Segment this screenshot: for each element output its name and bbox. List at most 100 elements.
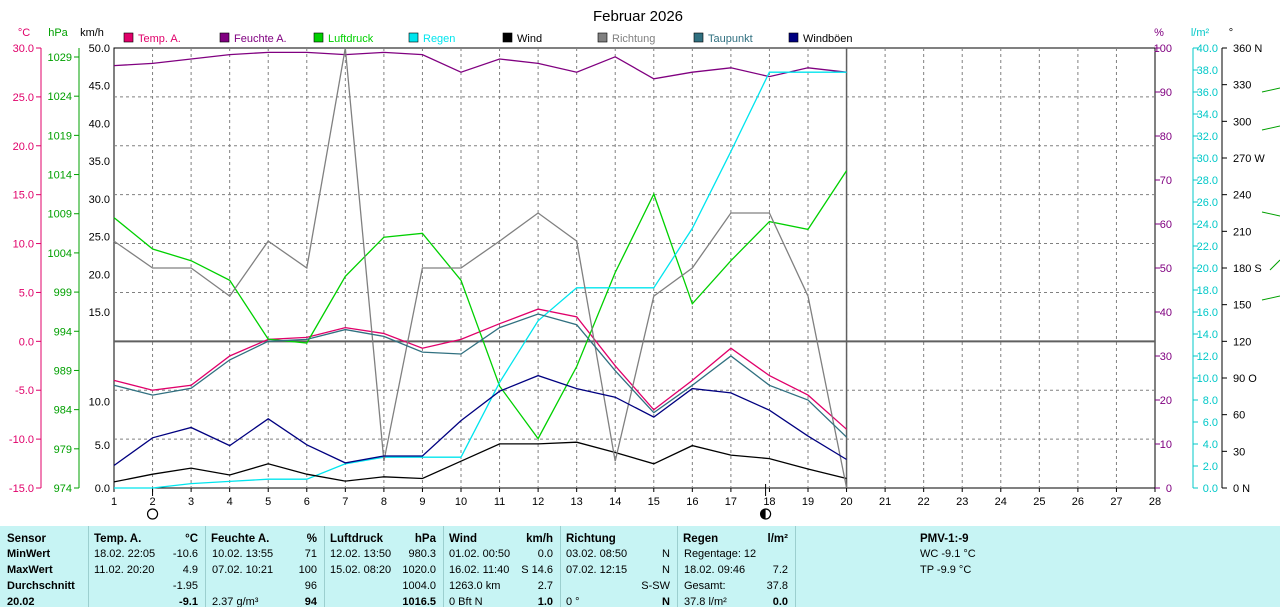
- humidity-time: 2.37 g/m³: [212, 596, 259, 607]
- x-tick-label: 18: [763, 496, 775, 508]
- direction-tick-label: 120: [1233, 336, 1251, 348]
- pressure-tick-label: 1019: [48, 130, 72, 142]
- temp-tick-label: 30.0: [13, 43, 34, 55]
- x-tick-label: 2: [149, 496, 155, 508]
- x-tick-label: 22: [918, 496, 930, 508]
- series-line-feuchte-a-: [113, 51, 847, 80]
- header-sensor: Sensor: [7, 533, 46, 545]
- series-line-richtung: [113, 47, 848, 489]
- wind-value: 0.0: [537, 548, 553, 560]
- x-tick-label: 23: [956, 496, 968, 508]
- temp-tick-label: -5.0: [15, 385, 34, 397]
- legend-swatch: [597, 32, 608, 43]
- legend-swatch: [123, 32, 134, 43]
- rain-tick-label: 0.0: [1203, 483, 1218, 495]
- rain-tick-label: 28.0: [1197, 175, 1218, 187]
- legend-swatch: [693, 32, 704, 43]
- rain-tick-label: 4.0: [1203, 439, 1218, 451]
- legend-label: Temp. A.: [138, 33, 181, 45]
- temp-value: 4.9: [182, 564, 198, 576]
- direction-tick-label: 150: [1233, 300, 1251, 312]
- series-line-luftdruck: [113, 170, 848, 440]
- temp-value: -9.1: [179, 596, 198, 607]
- humidity-value: 100: [298, 564, 317, 576]
- direction-tick-label: 240: [1233, 190, 1251, 202]
- trend-mark: [1261, 211, 1280, 217]
- rain-tick-label: 8.0: [1203, 395, 1218, 407]
- rain-value: 0.0: [772, 596, 788, 607]
- x-tick-label: 27: [1110, 496, 1122, 508]
- x-tick-label: 24: [995, 496, 1007, 508]
- temp-time: 18.02. 22:05: [94, 548, 156, 560]
- x-tick-label: 12: [532, 496, 544, 508]
- direction-value: N: [662, 564, 670, 576]
- humidity-tick-label: 0: [1166, 483, 1172, 495]
- temp-value: -10.6: [172, 548, 198, 560]
- header-temp-unit: °C: [185, 533, 198, 545]
- rain-tick-label: 22.0: [1197, 241, 1218, 253]
- wind-value: 2.7: [537, 580, 553, 592]
- direction-time: 03.02. 08:50: [566, 548, 628, 560]
- pressure-value: 980.3: [408, 548, 436, 560]
- pressure-tick-label: 974: [54, 483, 72, 495]
- wind-time: 16.02. 11:40: [449, 564, 510, 576]
- rain-tick-label: 36.0: [1197, 87, 1218, 99]
- trend-mark: [1261, 295, 1280, 301]
- x-tick-label: 4: [227, 496, 233, 508]
- rain-tick-label: 40.0: [1197, 43, 1218, 55]
- header-pressure: Luftdruck: [330, 533, 384, 545]
- direction-tick-label: 90 O: [1233, 373, 1257, 385]
- pressure-tick-label: 979: [54, 444, 72, 456]
- wind-tick-label: 20.0: [89, 269, 110, 281]
- statistics-panel: Sensor Temp. A. °C Feuchte A. % Luftdruc…: [0, 526, 1280, 607]
- trend-mark: [1261, 125, 1280, 131]
- header-pmv: PMV-1:-9: [920, 533, 969, 545]
- pressure-tick-label: 984: [54, 405, 72, 417]
- x-tick-label: 6: [304, 496, 310, 508]
- direction-tick-label: 210: [1233, 226, 1251, 238]
- legend-swatch: [313, 32, 324, 43]
- rain-tick-label: 32.0: [1197, 131, 1218, 143]
- header-pressure-unit: hPa: [414, 533, 436, 545]
- header-humidity: Feuchte A.: [211, 533, 270, 545]
- rain-value: 7.2: [772, 564, 788, 576]
- x-tick-label: 9: [419, 496, 425, 508]
- wind-tick-label: 5.0: [95, 440, 110, 452]
- humidity-value: 94: [304, 596, 317, 607]
- x-tick-label: 7: [342, 496, 348, 508]
- humidity-tick-label: 90: [1160, 87, 1172, 99]
- temp-tick-label: 25.0: [13, 92, 34, 104]
- humidity-tick-label: 100: [1154, 43, 1172, 55]
- wind-time: 0 Bft N: [449, 596, 483, 607]
- temp-value: -1.95: [172, 580, 198, 592]
- stat-row-label: MinWert: [7, 548, 51, 560]
- rain-tick-label: 14.0: [1197, 329, 1218, 341]
- rain-label: 37.8 l/m²: [684, 596, 727, 607]
- legend-label: Luftdruck: [328, 33, 374, 45]
- legend-label: Taupunkt: [708, 33, 753, 45]
- wind-time: 01.02. 00:50: [449, 548, 511, 560]
- direction-value: S-SW: [641, 580, 670, 592]
- header-direction: Richtung: [566, 533, 616, 545]
- legend-label: Feuchte A.: [234, 33, 287, 45]
- header-humidity-unit: %: [306, 533, 317, 545]
- x-tick-label: 5: [265, 496, 271, 508]
- rain-tick-label: 24.0: [1197, 219, 1218, 231]
- direction-tick-label: 360 N: [1233, 43, 1262, 55]
- x-tick-label: 11: [494, 496, 505, 508]
- legend-swatch: [219, 32, 230, 43]
- rain-tick-label: 26.0: [1197, 197, 1218, 209]
- legend-swatch: [502, 32, 513, 43]
- trend-mark: [1269, 259, 1280, 271]
- legend-swatch: [408, 32, 419, 43]
- x-tick-label: 17: [725, 496, 737, 508]
- humidity-tick-label: 40: [1160, 307, 1172, 319]
- x-tick-label: 15: [648, 496, 660, 508]
- x-tick-label: 10: [455, 496, 467, 508]
- pmv-dewpoint: TP -9.9 °C: [920, 564, 972, 576]
- x-tick-label: 1: [111, 496, 117, 508]
- plot-frame: [113, 47, 1156, 489]
- pressure-time: 15.02. 08:20: [330, 564, 392, 576]
- legend-label: Richtung: [612, 33, 655, 45]
- x-tick-label: 14: [609, 496, 621, 508]
